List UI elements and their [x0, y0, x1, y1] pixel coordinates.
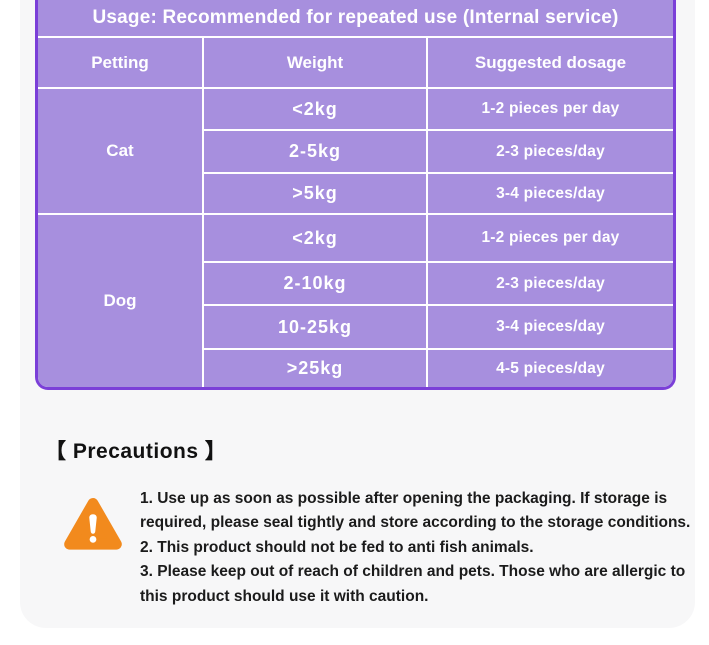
- dosage-table: Usage: Recommended for repeated use (Int…: [35, 0, 676, 390]
- weight-cell: 2-10kg: [204, 263, 426, 304]
- dosage-cell: 3-4 pieces/day: [428, 306, 673, 348]
- precautions-heading: 【 Precautions 】: [45, 440, 227, 463]
- weight-cell: >25kg: [204, 350, 426, 387]
- weight-cell: >5kg: [204, 174, 426, 213]
- precautions-body: 1. Use up as soon as possible after open…: [20, 487, 695, 609]
- precaution-line: 2. This product should not be fed to ant…: [140, 538, 534, 556]
- weight-cell: 2-5kg: [204, 131, 426, 172]
- dosage-cell: 2-3 pieces/day: [428, 131, 673, 172]
- dosage-cell: 4-5 pieces/day: [428, 350, 673, 387]
- pet-cell-cat: Cat: [38, 89, 202, 213]
- dosage-cell: 3-4 pieces/day: [428, 174, 673, 213]
- pet-cell-dog: Dog: [38, 215, 202, 387]
- usage-banner: Usage: Recommended for repeated use (Int…: [38, 0, 673, 36]
- column-header-dosage: Suggested dosage: [428, 38, 673, 87]
- warning-triangle-icon: [64, 498, 122, 550]
- dosage-cell: 1-2 pieces per day: [428, 89, 673, 129]
- content-card: Usage: Recommended for repeated use (Int…: [20, 0, 695, 628]
- column-header-weight: Weight: [204, 38, 426, 87]
- weight-cell: <2kg: [204, 89, 426, 129]
- precaution-line: 1. Use up as soon as possible after open…: [140, 490, 691, 532]
- precautions-section: 【 Precautions 】 1. Use up as soon as pos…: [20, 435, 695, 609]
- column-header-petting: Petting: [38, 38, 202, 87]
- precaution-line: 3. Please keep out of reach of children …: [140, 563, 686, 605]
- weight-cell: 10-25kg: [204, 306, 426, 348]
- dosage-cell: 1-2 pieces per day: [428, 215, 673, 261]
- dosage-cell: 2-3 pieces/day: [428, 263, 673, 304]
- weight-cell: <2kg: [204, 215, 426, 261]
- precautions-text: 1. Use up as soon as possible after open…: [140, 487, 692, 609]
